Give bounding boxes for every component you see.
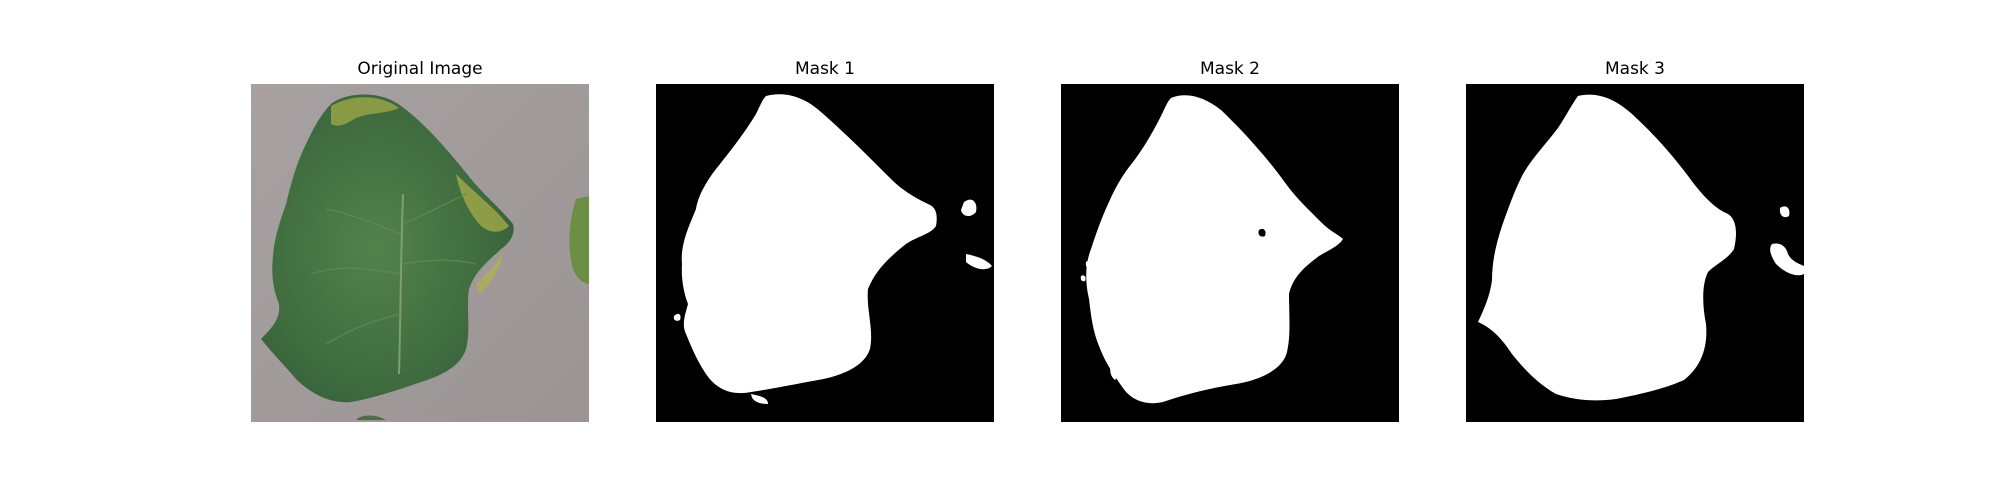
neighbor-leaf (569, 196, 589, 284)
leaf-yellow-patch (456, 174, 509, 232)
leaf-yellow-patch (331, 97, 399, 126)
panel-title-mask-3: Mask 3 (1604, 59, 1665, 79)
panel-title-mask-1: Mask 1 (794, 59, 855, 79)
original-leaf-image (251, 84, 589, 422)
mask-fragment (751, 394, 768, 404)
mask-fragment (1779, 206, 1790, 218)
panel-title-mask-2: Mask 2 (1199, 59, 1260, 79)
mask-fragment (1770, 243, 1804, 276)
mask-fragment (966, 254, 992, 270)
leaf-shape (261, 94, 514, 403)
bottom-leaf-fragment (356, 415, 386, 420)
leaf-photo-svg (251, 84, 589, 422)
mask-3-image (1466, 84, 1804, 422)
mask-fragment (1085, 260, 1092, 269)
leaf-veins (310, 193, 477, 345)
mask-1-image (656, 84, 994, 422)
mask-3-svg (1466, 84, 1804, 422)
mask-fragment (673, 313, 681, 321)
panel-title-original-image: Original Image (357, 59, 483, 79)
leaf-midrib (398, 193, 404, 375)
mask-fragment (961, 199, 977, 217)
mask-2-svg (1061, 84, 1399, 422)
mask-region (1086, 95, 1343, 404)
mask-1-svg (656, 84, 994, 422)
mask-fragment (1080, 275, 1086, 282)
mask-region (1478, 94, 1736, 401)
mask-2-image (1061, 84, 1399, 422)
mask-fragment (1110, 366, 1117, 380)
leaf-yellow-patch (476, 252, 503, 294)
mask-hole (1258, 228, 1266, 237)
mask-region (681, 94, 937, 394)
